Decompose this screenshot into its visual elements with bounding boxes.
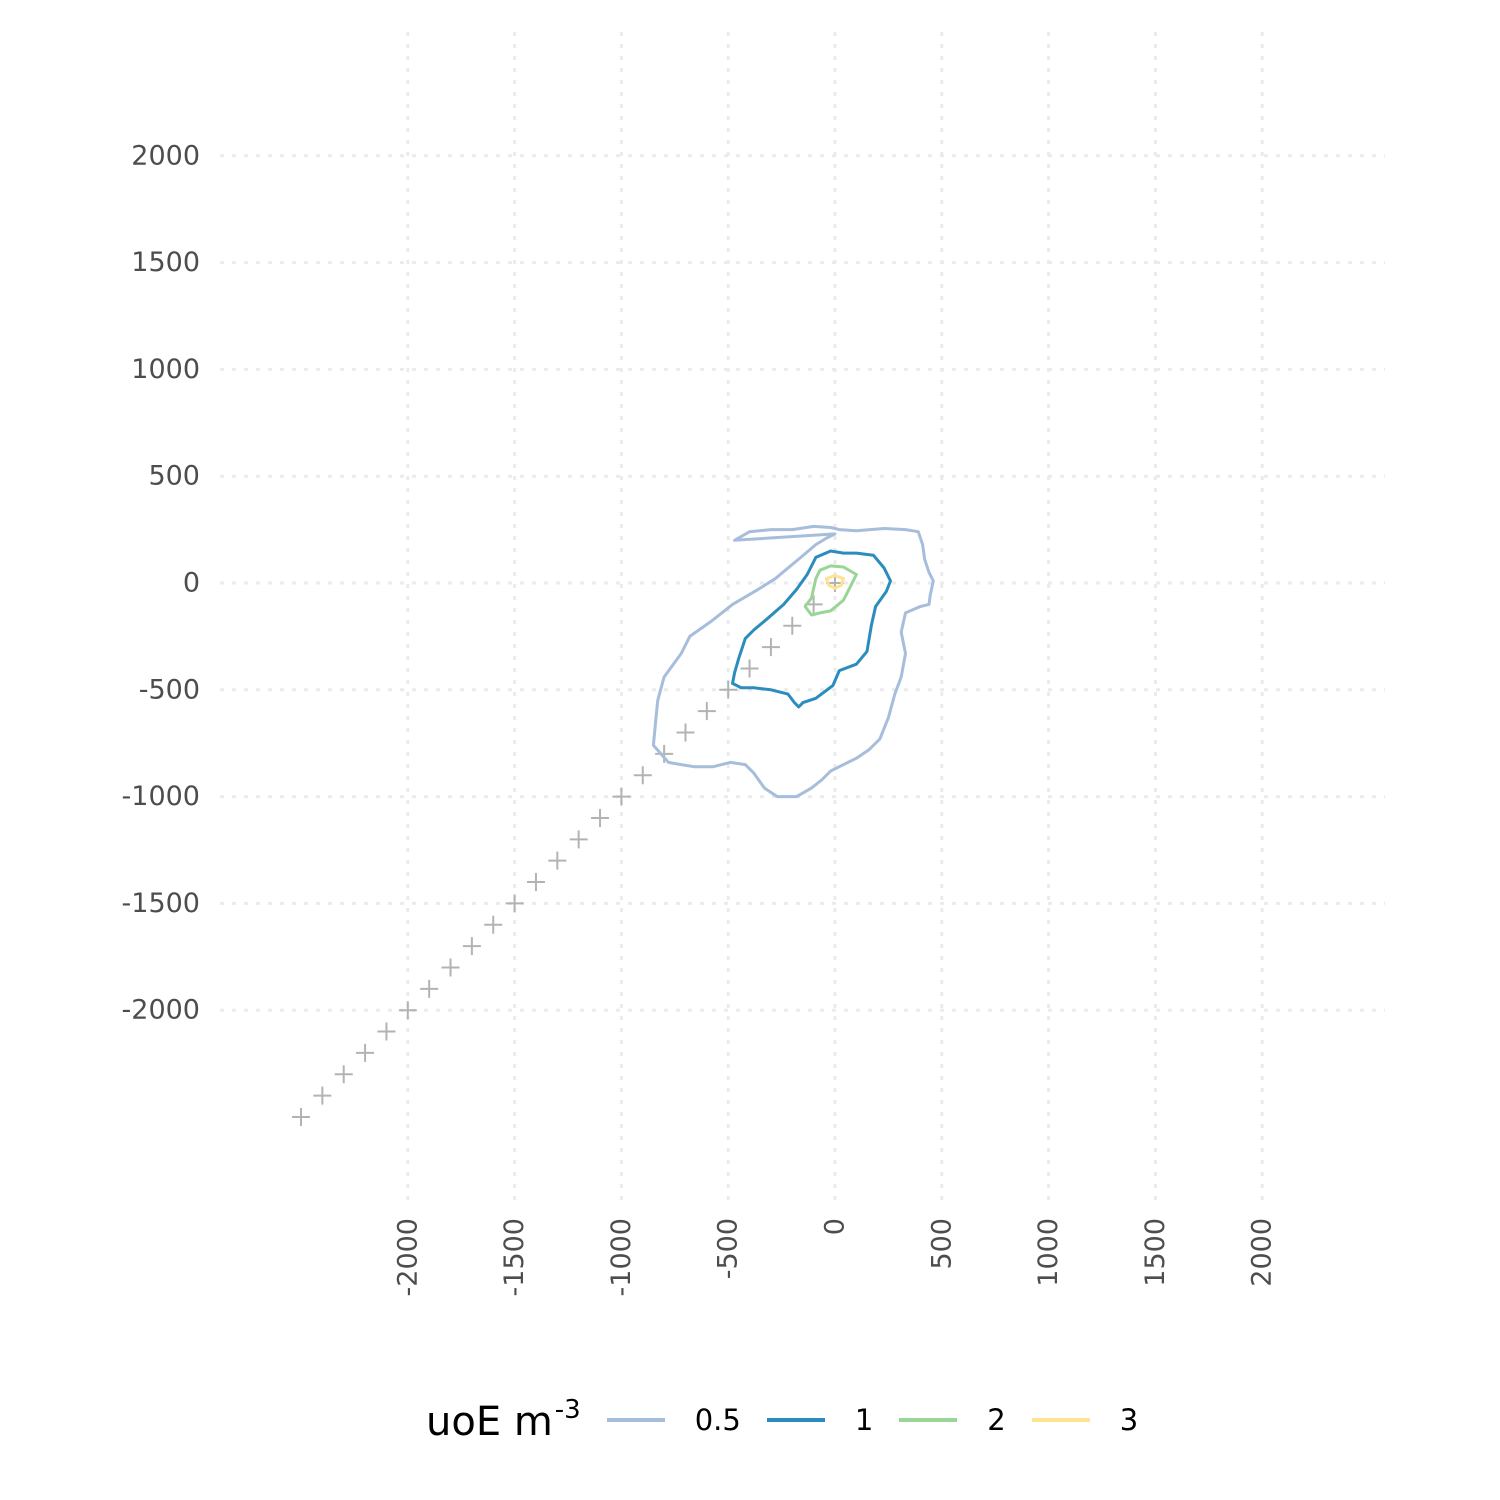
- marker-point: [676, 723, 695, 742]
- y-tick-label: 1000: [131, 354, 200, 385]
- marker-point: [292, 1108, 310, 1126]
- legend-item-0: 0.5: [606, 1403, 741, 1437]
- y-tick-label: 0: [183, 568, 200, 599]
- y-tick-label: 1500: [131, 247, 200, 278]
- marker-point: [697, 702, 716, 721]
- contour-level-3: [825, 574, 845, 590]
- y-tick-label: -1000: [122, 781, 200, 812]
- marker-point: [719, 680, 738, 699]
- y-tick-label: -500: [139, 674, 200, 705]
- legend-title: uoE m-3: [426, 1395, 581, 1445]
- marker-point: [313, 1086, 332, 1105]
- x-tick-label: -2000: [392, 1218, 423, 1296]
- marker-point: [761, 638, 780, 657]
- marker-point: [591, 808, 610, 827]
- x-tick-label: -1000: [606, 1218, 637, 1296]
- marker-point: [377, 1022, 396, 1041]
- x-tick-label: 1000: [1033, 1218, 1064, 1287]
- marker-point: [526, 873, 545, 892]
- legend-item-1: 1: [766, 1403, 874, 1437]
- marker-point: [334, 1065, 353, 1084]
- contour-layer: [651, 524, 935, 799]
- legend-item-3: 3: [1031, 1403, 1139, 1437]
- legend-label-2: 2: [987, 1403, 1006, 1437]
- x-tick-label: 0: [820, 1218, 851, 1235]
- legend-title-text: uoE m: [426, 1399, 553, 1445]
- legend-label-3: 3: [1119, 1403, 1139, 1437]
- marker-point: [612, 787, 631, 806]
- legend-key-3: [1031, 1418, 1090, 1422]
- y-tick-label: -1500: [122, 888, 200, 919]
- marker-point: [633, 766, 652, 785]
- legend-label-0: 0.5: [694, 1403, 741, 1437]
- x-tick-label: 500: [926, 1218, 957, 1270]
- legend-title-exponent: -3: [554, 1395, 581, 1425]
- legend-item-2: 2: [899, 1403, 1006, 1437]
- marker-layer: [292, 574, 844, 1126]
- contour-level-2: [803, 564, 858, 617]
- axis-labels: -2000 -1500 -1000 -500 0 500 1000 1500 2000 -2000…: [122, 140, 1278, 1296]
- marker-point: [569, 830, 588, 849]
- marker-point: [441, 958, 460, 977]
- marker-point: [548, 851, 567, 870]
- grid-layer: [220, 32, 1385, 1205]
- x-tick-label: 2000: [1247, 1218, 1278, 1287]
- y-tick-label: 2000: [131, 140, 200, 171]
- x-tick-label: -1500: [499, 1218, 530, 1296]
- marker-point: [783, 616, 802, 635]
- contour-level-0.5: [651, 524, 935, 799]
- x-tick-label: 1500: [1140, 1218, 1171, 1287]
- marker-point: [356, 1043, 375, 1062]
- y-tick-label: 500: [148, 461, 200, 492]
- marker-point: [420, 979, 439, 998]
- marker-point: [505, 894, 524, 913]
- legend-key-2: [899, 1418, 958, 1422]
- marker-point: [398, 1001, 417, 1020]
- marker-point: [484, 915, 503, 934]
- legend-key-0: [606, 1418, 665, 1422]
- y-tick-label: -2000: [122, 995, 200, 1026]
- legend-label-1: 1: [854, 1403, 874, 1437]
- marker-point: [740, 659, 759, 678]
- marker-point: [655, 744, 674, 763]
- legend-key-1: [766, 1418, 825, 1422]
- x-tick-label: -500: [713, 1218, 744, 1279]
- legend: uoE m-3 0.5 1 2 3: [426, 1392, 1164, 1448]
- marker-point: [462, 937, 481, 956]
- contour-level-1: [731, 549, 892, 709]
